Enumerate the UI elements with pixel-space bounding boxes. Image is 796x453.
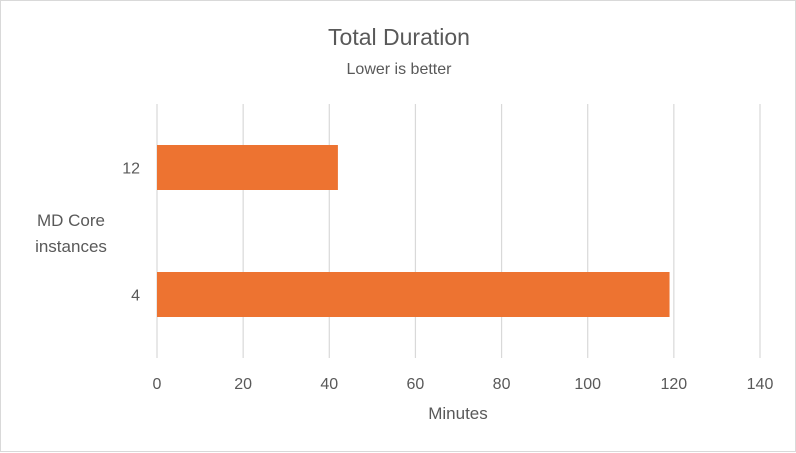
y-tick-labels: 12 4 [122,161,140,305]
bar-12 [157,145,338,190]
x-tick-label: 0 [153,376,162,393]
x-tick-labels: 0 20 40 60 80 100 120 140 [153,376,774,393]
gridlines [156,104,761,358]
y-axis-title: MD Core instances [35,211,107,256]
x-axis-title: Minutes [428,404,488,423]
y-tick-label: 4 [131,288,140,305]
bars [157,145,670,317]
x-tick-label: 120 [661,376,688,393]
bar-4 [157,272,670,317]
chart-title: Total Duration [328,24,470,50]
x-tick-label: 60 [407,376,425,393]
x-tick-label: 40 [320,376,338,393]
x-tick-label: 100 [574,376,601,393]
x-tick-label: 140 [747,376,774,393]
chart-subtitle: Lower is better [347,61,453,78]
x-tick-label: 80 [493,376,511,393]
x-tick-label: 20 [234,376,252,393]
y-tick-label: 12 [122,161,140,178]
